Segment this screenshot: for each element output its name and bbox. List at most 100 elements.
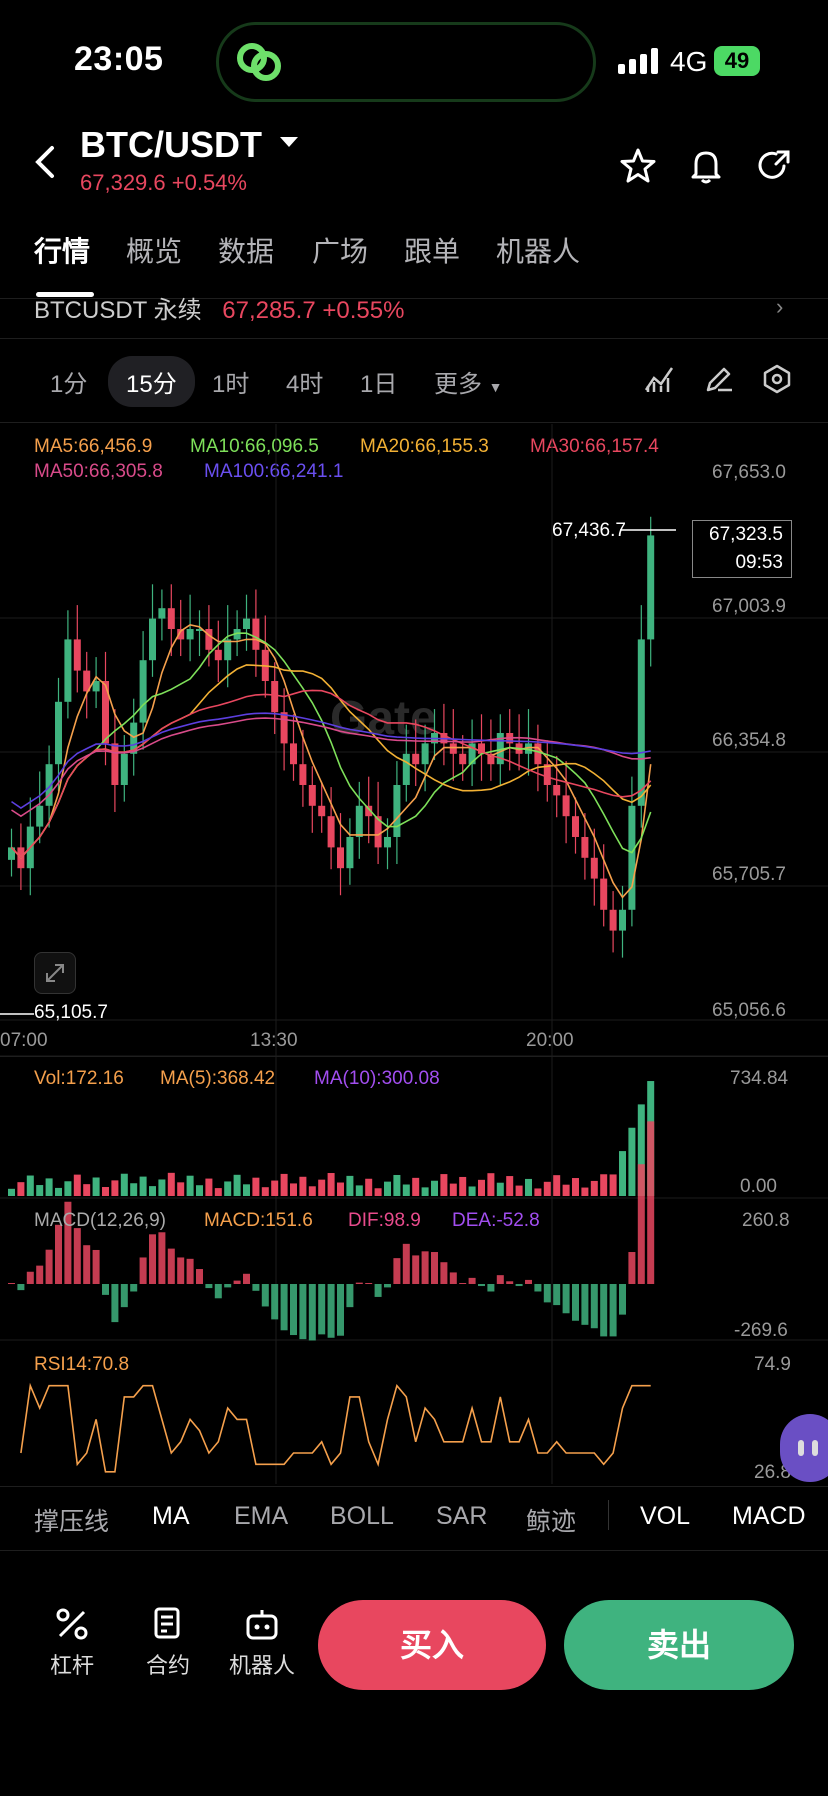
vol-axis-min: 0.00	[740, 1176, 777, 1197]
macd-bar	[393, 1258, 401, 1284]
tab-overview[interactable]: 概览	[126, 236, 183, 267]
ma50-label: MA50:66,305.8	[34, 461, 163, 482]
indicator-tab-vol[interactable]: VOL	[640, 1502, 691, 1530]
candle-body	[449, 743, 457, 754]
indicator-tab-ma[interactable]: MA	[152, 1502, 190, 1530]
volume-bar	[177, 1182, 185, 1196]
price-axis-label: 67,003.9	[712, 596, 786, 617]
chevron-right-icon[interactable]: ›	[776, 294, 784, 319]
volume-bar	[205, 1178, 213, 1196]
volume-bar	[139, 1176, 147, 1196]
sell-button[interactable]: 卖出	[564, 1600, 794, 1690]
contract-label: 合约	[145, 1653, 190, 1678]
volume-bar	[346, 1175, 354, 1196]
candle-body	[233, 629, 241, 640]
candle-body	[487, 753, 495, 765]
watermark: Gate	[330, 692, 437, 745]
indicator-tab-support[interactable]: 撑压线	[34, 1508, 110, 1536]
timeframe-4h[interactable]: 4时	[286, 371, 324, 398]
macd-bar	[572, 1284, 579, 1321]
macd-bar	[205, 1284, 213, 1289]
volume-bar	[402, 1184, 410, 1196]
settings-icon[interactable]	[762, 364, 792, 399]
macd-bar	[261, 1284, 269, 1307]
macd-bar	[487, 1284, 495, 1292]
candle-body	[402, 753, 410, 785]
volume-bar	[590, 1180, 598, 1196]
macd-bar	[496, 1275, 504, 1284]
timeframe-1m[interactable]: 1分	[50, 371, 88, 398]
volume-bar	[167, 1172, 175, 1196]
low-marker: 65,105.7	[34, 1002, 108, 1023]
rsi-line	[20, 1382, 651, 1473]
indicator-tab-boll[interactable]: BOLL	[330, 1502, 394, 1530]
expand-icon[interactable]	[34, 952, 76, 994]
candle-body	[8, 847, 15, 860]
indicator-tab-ema[interactable]: EMA	[234, 1502, 289, 1530]
back-icon[interactable]	[30, 142, 60, 187]
candle-body	[412, 753, 420, 765]
volume-bar	[562, 1184, 570, 1196]
tab-square[interactable]: 广场	[312, 236, 369, 267]
indicator-icon[interactable]	[644, 364, 674, 399]
bot-tool[interactable]: 机器人	[222, 1606, 302, 1680]
volume-bar	[55, 1187, 62, 1196]
leverage-icon	[56, 1608, 88, 1640]
share-icon[interactable]	[754, 146, 794, 191]
leverage-tool[interactable]: 杠杆	[32, 1606, 112, 1680]
volume-bar	[308, 1186, 316, 1196]
timeframe-more[interactable]: 更多 ▼	[434, 364, 503, 399]
volume-bar	[421, 1187, 429, 1196]
perp-row[interactable]: BTCUSDT 永续 67,285.7 +0.55%	[34, 290, 404, 325]
candle-body	[186, 629, 194, 640]
contract-tool[interactable]: 合约	[128, 1606, 208, 1680]
assistant-bubble-icon[interactable]	[780, 1414, 828, 1482]
candle-body	[158, 608, 166, 619]
volume-bar	[449, 1183, 457, 1196]
tab-data[interactable]: 数据	[218, 236, 275, 267]
volume-bar	[431, 1180, 438, 1196]
volume-bar	[355, 1185, 363, 1196]
candle-body	[346, 836, 354, 869]
macd-bar	[440, 1262, 448, 1284]
candle-body	[167, 608, 175, 630]
volume-bar	[149, 1186, 156, 1196]
tab-bots[interactable]: 机器人	[496, 236, 581, 267]
timeframe-1d[interactable]: 1日	[360, 371, 398, 398]
macd-bar	[224, 1284, 232, 1288]
timeframe-1h[interactable]: 1时	[212, 371, 250, 398]
price-axis-label: 67,653.0	[712, 462, 786, 483]
volume-bar	[365, 1178, 373, 1196]
ma5-label: MA5:66,456.9	[34, 436, 153, 457]
candlestick-chart[interactable]: Gate	[0, 424, 828, 1484]
tab-market[interactable]: 行情	[34, 236, 91, 267]
caret-down-icon[interactable]	[278, 134, 300, 155]
indicator-tab-sar[interactable]: SAR	[436, 1502, 488, 1530]
macd-bar	[478, 1284, 485, 1287]
vol-axis-max: 734.84	[730, 1068, 789, 1089]
indicator-tab-whale[interactable]: 鲸迹	[526, 1508, 577, 1536]
buy-button[interactable]: 买入	[318, 1600, 546, 1690]
candle-body	[581, 836, 589, 858]
macd-bar	[431, 1252, 438, 1284]
draw-icon[interactable]	[704, 364, 734, 399]
price-axis-label: 65,705.7	[712, 864, 786, 885]
tab-copy-trade[interactable]: 跟单	[404, 236, 461, 267]
timeframe-15m[interactable]: 15分	[108, 356, 195, 407]
volume-bar	[318, 1179, 326, 1196]
volume-bar	[487, 1173, 495, 1196]
candle-body	[365, 805, 373, 817]
candle-body	[177, 629, 185, 640]
macd-bar	[525, 1279, 532, 1284]
volume-bar	[393, 1174, 401, 1196]
candle-body	[384, 836, 391, 848]
macd-bar	[299, 1284, 307, 1340]
signal-icon	[618, 48, 662, 81]
bell-icon[interactable]	[686, 146, 726, 191]
macd-bar	[459, 1283, 467, 1284]
volume-bar	[609, 1174, 617, 1196]
indicator-tab-macd[interactable]: MACD	[732, 1502, 806, 1530]
star-icon[interactable]	[618, 146, 658, 191]
candle-body	[600, 878, 608, 910]
pair-title[interactable]: BTC/USDT	[80, 124, 262, 165]
